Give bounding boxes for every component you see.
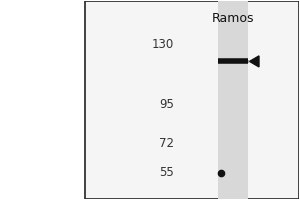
Bar (218, 1, 248, 199)
Text: Ramos: Ramos (212, 12, 254, 25)
Polygon shape (250, 56, 259, 67)
Text: 72: 72 (159, 137, 174, 150)
Text: 130: 130 (152, 38, 174, 51)
Bar (85, 1, 298, 199)
Text: 95: 95 (159, 98, 174, 111)
Text: 55: 55 (159, 166, 174, 179)
